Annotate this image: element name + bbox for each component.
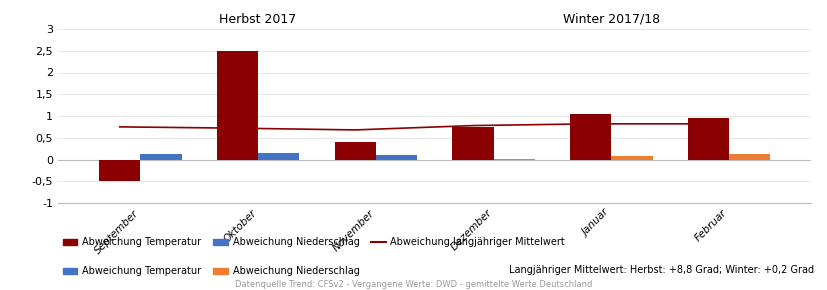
Bar xyxy=(217,51,258,160)
Text: Langjähriger Mittelwert: Herbst: +8,8 Grad; Winter: +0,2 Grad: Langjähriger Mittelwert: Herbst: +8,8 Gr… xyxy=(509,265,814,275)
Bar xyxy=(99,160,141,181)
Bar xyxy=(610,157,652,160)
Legend: Abweichung Temperatur, Abweichung Niederschlag: Abweichung Temperatur, Abweichung Nieder… xyxy=(63,267,359,276)
Bar xyxy=(375,155,417,160)
Bar xyxy=(452,127,493,160)
Bar xyxy=(334,142,375,160)
Bar xyxy=(258,153,299,160)
Bar xyxy=(570,114,610,160)
Bar xyxy=(141,154,181,160)
Text: Winter 2017/18: Winter 2017/18 xyxy=(562,12,659,26)
Bar xyxy=(687,118,728,160)
Text: Herbst 2017: Herbst 2017 xyxy=(219,12,296,26)
Bar xyxy=(728,154,769,160)
Text: Datenquelle Trend: CFSv2 - Vergangene Werte: DWD - gemittelte Werte Deutschland: Datenquelle Trend: CFSv2 - Vergangene We… xyxy=(235,280,592,289)
Legend: Abweichung Temperatur, Abweichung Niederschlag, Abweichung langjähriger Mittelwe: Abweichung Temperatur, Abweichung Nieder… xyxy=(63,238,565,247)
Bar xyxy=(493,159,534,160)
